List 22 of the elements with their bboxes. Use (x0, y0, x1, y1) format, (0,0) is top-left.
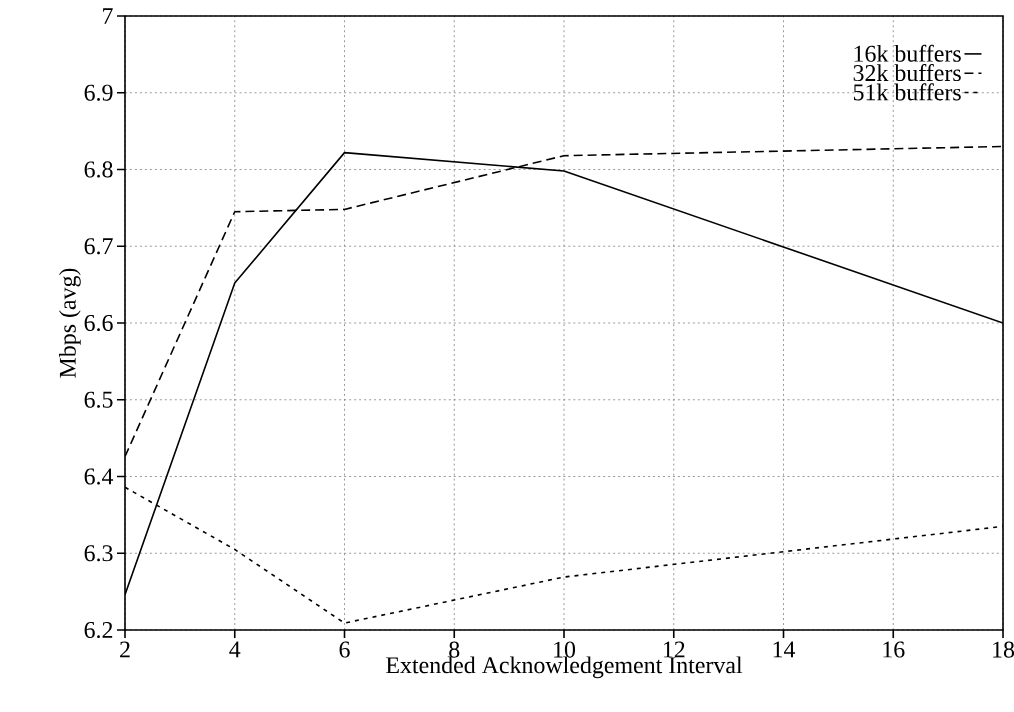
legend-label: 51k buffers (853, 83, 961, 101)
y-tick-label: 6.2 (84, 621, 113, 639)
x-tick-label: 8 (449, 641, 460, 658)
y-tick-label: 6.3 (84, 545, 113, 562)
x-tick-label: 16 (883, 641, 905, 658)
y-tick-label: 6.8 (84, 161, 113, 178)
x-tick-label: 2 (120, 641, 130, 658)
y-axis-title: Mbps (avg) (59, 268, 81, 378)
legend-label: 16k buffers (854, 44, 961, 62)
legend-label: 32k buffers (853, 64, 961, 82)
y-tick-label: 6.9 (84, 84, 113, 101)
y-tick-label: 6.7 (84, 238, 113, 255)
x-tick-label: 10 (554, 641, 576, 658)
y-tick-label: 7 (103, 8, 113, 24)
y-tick-label: 6.4 (84, 468, 114, 485)
x-tick-label: 14 (773, 641, 796, 658)
y-tick-label: 6.5 (84, 391, 113, 408)
x-tick-label: 18 (993, 641, 1014, 658)
x-tick-label: 12 (663, 641, 685, 658)
y-tick-label: 6.6 (84, 314, 113, 332)
x-tick-label: 6 (339, 641, 350, 658)
x-tick-label: 4 (229, 641, 241, 658)
